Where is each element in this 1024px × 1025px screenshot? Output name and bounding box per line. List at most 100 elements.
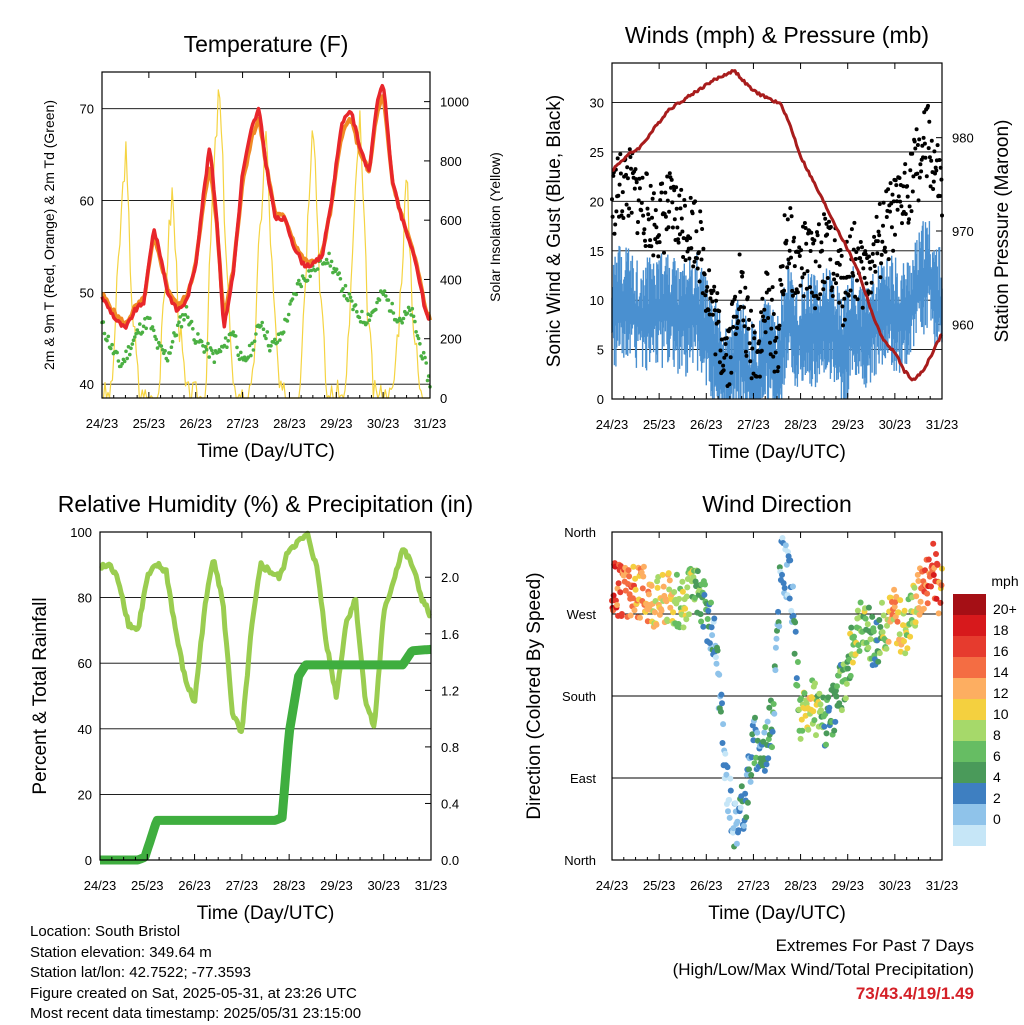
dewpoint-point (391, 311, 396, 315)
dewpoint-point (278, 338, 282, 342)
humidity-plot-frame (99, 531, 432, 861)
direction-point (794, 659, 801, 665)
legend-swatch (953, 741, 986, 762)
dewpoint-point (421, 350, 426, 355)
gust-point (788, 206, 793, 211)
direction-point (744, 799, 751, 806)
gust-point (621, 216, 626, 220)
x-tick-label: 27/23 (737, 417, 770, 432)
gust-point (767, 287, 772, 292)
direction-point (658, 607, 665, 614)
gust-point (792, 264, 797, 269)
direction-point (626, 591, 633, 598)
direction-point (722, 750, 729, 757)
direction-point (794, 682, 801, 689)
gust-point (853, 257, 858, 261)
direction-point (753, 754, 760, 761)
dewpoint-point (169, 345, 174, 350)
gust-point (877, 202, 882, 206)
gust-point (870, 259, 875, 264)
x-axis-label: Time (Day/UTC) (708, 903, 846, 924)
dewpoint-point (211, 351, 215, 356)
y-right-tick-label: 1000 (440, 95, 469, 110)
y-right-tick-label: 0.4 (441, 796, 459, 811)
y-tick-label: 25 (590, 145, 604, 160)
dewpoint-point (210, 348, 214, 353)
gust-point (813, 259, 818, 264)
gust-point (931, 187, 936, 191)
direction-point (763, 761, 770, 768)
gust-point (674, 185, 679, 190)
gust-point (748, 359, 753, 364)
gust-point (714, 298, 719, 303)
x-tick-label: 26/23 (178, 878, 211, 893)
gust-point (931, 179, 936, 184)
direction-point (706, 640, 713, 647)
gust-point (778, 277, 783, 282)
gust-point (738, 304, 743, 309)
direction-point (790, 583, 796, 590)
gust-point (895, 207, 900, 212)
gust-point (799, 266, 804, 271)
direction-point (812, 680, 818, 687)
dewpoint-point (425, 378, 430, 383)
gust-point (920, 143, 925, 148)
gust-point (657, 233, 661, 238)
direction-point (933, 551, 939, 557)
direction-point (851, 633, 857, 640)
gust-point (911, 174, 916, 179)
elevation-text: Station elevation: 349.64 m (30, 943, 212, 961)
direction-point (748, 772, 755, 778)
dewpoint-point (374, 307, 378, 312)
direction-point (666, 586, 673, 593)
dewpoint-point (179, 324, 184, 329)
gust-point (923, 155, 928, 160)
gust-point (770, 285, 775, 290)
gust-point (924, 174, 929, 179)
gust-point (646, 217, 651, 222)
direction-point (762, 724, 769, 731)
gust-point (852, 220, 857, 225)
y-axis-label-right: Station Pressure (Maroon) (992, 120, 1013, 343)
gust-point (827, 219, 831, 224)
gust-point (772, 369, 777, 374)
gust-point (916, 198, 921, 203)
dewpoint-point (223, 336, 228, 340)
x-tick-label: 31/23 (415, 878, 448, 893)
gust-point (651, 253, 656, 258)
gust-point (729, 370, 734, 375)
gust-point (927, 155, 932, 160)
gust-point (733, 332, 738, 337)
dewpoint-point (178, 315, 182, 319)
gust-point (672, 188, 677, 193)
gust-point (632, 186, 637, 191)
direction-tick-label: West (567, 607, 597, 622)
gust-point (625, 176, 630, 181)
gust-point (896, 194, 901, 199)
gust-point (801, 294, 806, 299)
dewpoint-point (183, 313, 188, 317)
dewpoint-point (157, 340, 161, 345)
gust-point (875, 239, 880, 244)
gust-point (800, 275, 805, 280)
gust-point (678, 206, 683, 211)
direction-point (742, 790, 749, 797)
gust-point (769, 297, 774, 302)
direction-point (825, 694, 832, 701)
dewpoint-point (413, 319, 417, 324)
dewpoint-point (191, 327, 195, 331)
gust-point (740, 274, 745, 279)
direction-point (719, 700, 725, 707)
series-rh-line (99, 530, 432, 734)
direction-point (708, 624, 715, 631)
direction-point (901, 638, 907, 645)
direction-point (902, 650, 909, 657)
gust-point (644, 172, 649, 176)
dewpoint-point (281, 330, 286, 335)
gust-point (899, 204, 904, 209)
gust-point (687, 256, 692, 261)
gust-point (624, 202, 629, 207)
gust-point (884, 215, 889, 219)
gust-point (698, 220, 703, 224)
gust-point (771, 312, 776, 316)
